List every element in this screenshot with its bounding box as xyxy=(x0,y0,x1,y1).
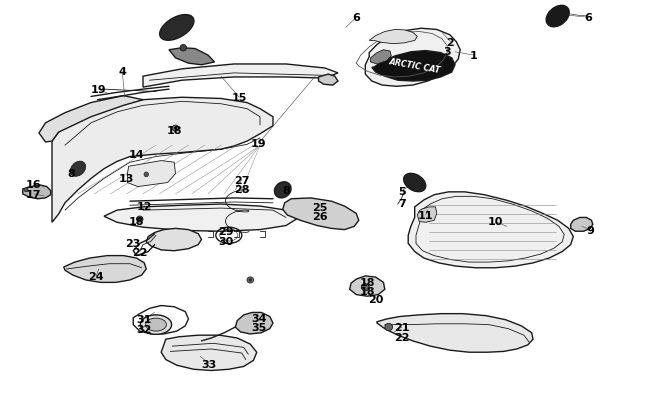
Text: 7: 7 xyxy=(398,198,406,208)
Polygon shape xyxy=(161,335,257,371)
Polygon shape xyxy=(39,96,143,143)
Ellipse shape xyxy=(247,277,254,284)
Text: 33: 33 xyxy=(202,359,217,369)
Text: 1: 1 xyxy=(469,51,477,61)
Text: 17: 17 xyxy=(26,190,42,199)
Ellipse shape xyxy=(174,128,177,130)
Ellipse shape xyxy=(140,315,172,335)
Ellipse shape xyxy=(249,279,252,281)
Polygon shape xyxy=(365,29,460,87)
Text: 13: 13 xyxy=(119,173,135,183)
Text: 32: 32 xyxy=(136,324,152,334)
Text: 5: 5 xyxy=(398,186,406,196)
Polygon shape xyxy=(127,161,176,187)
Text: 26: 26 xyxy=(312,212,328,222)
Polygon shape xyxy=(143,65,338,88)
Text: 9: 9 xyxy=(586,225,594,235)
Text: 22: 22 xyxy=(394,332,410,342)
Text: 23: 23 xyxy=(125,239,141,249)
Text: 6: 6 xyxy=(584,13,592,23)
Ellipse shape xyxy=(180,45,187,52)
Text: 24: 24 xyxy=(88,271,104,281)
Text: 12: 12 xyxy=(136,202,152,211)
Text: 21: 21 xyxy=(394,322,410,332)
Text: 19: 19 xyxy=(251,139,266,149)
Ellipse shape xyxy=(144,173,148,177)
Ellipse shape xyxy=(361,284,369,291)
Text: 16: 16 xyxy=(26,179,42,189)
Polygon shape xyxy=(283,198,359,230)
Text: 3: 3 xyxy=(443,47,451,57)
Ellipse shape xyxy=(546,6,569,28)
Polygon shape xyxy=(571,218,593,232)
Text: 8: 8 xyxy=(68,168,75,178)
Ellipse shape xyxy=(136,217,143,223)
Text: 4: 4 xyxy=(118,67,126,77)
Ellipse shape xyxy=(404,174,426,192)
Polygon shape xyxy=(372,51,455,82)
Text: 19: 19 xyxy=(91,85,107,95)
Ellipse shape xyxy=(274,182,291,198)
Text: 25: 25 xyxy=(312,202,328,212)
Polygon shape xyxy=(64,256,146,283)
Ellipse shape xyxy=(138,218,141,221)
Polygon shape xyxy=(104,205,299,232)
Polygon shape xyxy=(23,185,51,199)
Text: 28: 28 xyxy=(234,185,250,194)
Polygon shape xyxy=(146,229,202,251)
Text: 27: 27 xyxy=(234,175,250,185)
Text: 35: 35 xyxy=(251,322,266,332)
Text: 31: 31 xyxy=(136,314,152,324)
Polygon shape xyxy=(169,49,214,66)
Ellipse shape xyxy=(385,324,393,331)
Text: 20: 20 xyxy=(368,294,384,304)
Ellipse shape xyxy=(172,126,179,132)
Polygon shape xyxy=(318,75,338,86)
Text: 30: 30 xyxy=(218,236,234,246)
Text: 18: 18 xyxy=(129,217,144,227)
Text: 18: 18 xyxy=(166,126,182,135)
Ellipse shape xyxy=(70,162,86,177)
Polygon shape xyxy=(417,207,437,223)
Text: ARCTIC CAT: ARCTIC CAT xyxy=(388,57,441,75)
Polygon shape xyxy=(369,30,417,45)
Ellipse shape xyxy=(146,318,166,331)
Ellipse shape xyxy=(160,15,194,41)
Polygon shape xyxy=(377,314,533,352)
Polygon shape xyxy=(370,51,391,65)
Text: 10: 10 xyxy=(488,217,503,227)
Text: 22: 22 xyxy=(132,247,148,257)
Text: 8: 8 xyxy=(282,185,290,195)
Text: 14: 14 xyxy=(129,150,144,160)
Text: 18: 18 xyxy=(359,286,375,296)
Text: 6: 6 xyxy=(352,13,360,23)
Text: 34: 34 xyxy=(251,313,266,323)
Text: 15: 15 xyxy=(231,93,247,103)
Text: 29: 29 xyxy=(218,227,234,237)
Text: 18: 18 xyxy=(359,278,375,288)
Ellipse shape xyxy=(24,188,28,192)
Polygon shape xyxy=(52,98,273,223)
Polygon shape xyxy=(235,313,273,334)
Text: 11: 11 xyxy=(418,211,434,220)
Text: 2: 2 xyxy=(447,38,454,47)
Polygon shape xyxy=(350,276,385,296)
Polygon shape xyxy=(408,192,573,268)
